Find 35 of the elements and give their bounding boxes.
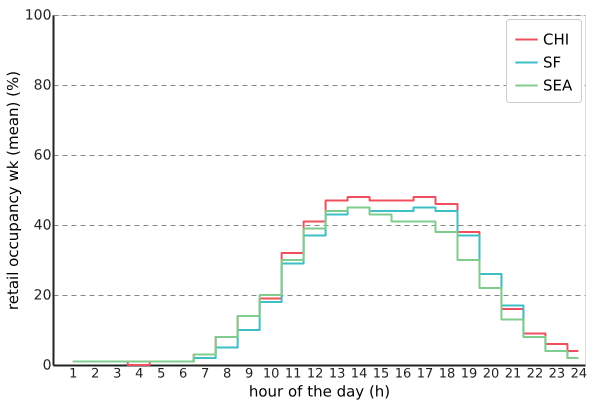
x-tick-label: 9 xyxy=(245,366,254,382)
y-tick-label: 60 xyxy=(34,148,52,164)
x-tick-label: 1 xyxy=(69,366,78,382)
x-tick-label: 23 xyxy=(548,366,566,382)
y-axis-title: retail occupancy wk (mean) (%) xyxy=(4,70,22,310)
x-tick-label: 13 xyxy=(328,366,346,382)
x-tick-label: 7 xyxy=(201,366,210,382)
y-tick-label: 100 xyxy=(24,8,52,24)
x-tick-label: 5 xyxy=(157,366,166,382)
legend-label: CHI xyxy=(543,30,570,48)
x-tick-label: 8 xyxy=(223,366,232,382)
y-tick-label: 20 xyxy=(34,288,52,304)
x-tick-label: 16 xyxy=(394,366,412,382)
x-tick-label: 2 xyxy=(91,366,100,382)
x-tick-label: 20 xyxy=(482,366,500,382)
x-tick-label: 6 xyxy=(179,366,188,382)
x-tick-label: 21 xyxy=(504,366,522,382)
y-tick-label: 40 xyxy=(34,218,52,234)
x-axis-title: hour of the day (h) xyxy=(248,382,390,400)
y-tick-label: 0 xyxy=(42,358,52,374)
x-tick-label: 17 xyxy=(416,366,434,382)
legend-label: SEA xyxy=(543,76,573,94)
x-tick-label: 19 xyxy=(460,366,478,382)
y-tick-label: 80 xyxy=(34,78,52,94)
x-tick-label: 10 xyxy=(262,366,280,382)
x-tick-label: 14 xyxy=(350,366,368,382)
x-tick-label: 4 xyxy=(135,366,144,382)
x-tick-label: 22 xyxy=(526,366,544,382)
x-tick-label: 12 xyxy=(306,366,324,382)
x-tick-label: 11 xyxy=(284,366,302,382)
x-tick-label: 24 xyxy=(570,366,588,382)
x-tick-label: 3 xyxy=(113,366,122,382)
legend-label: SF xyxy=(543,54,562,72)
x-tick-label: 18 xyxy=(438,366,456,382)
x-tick-label: 15 xyxy=(372,366,390,382)
